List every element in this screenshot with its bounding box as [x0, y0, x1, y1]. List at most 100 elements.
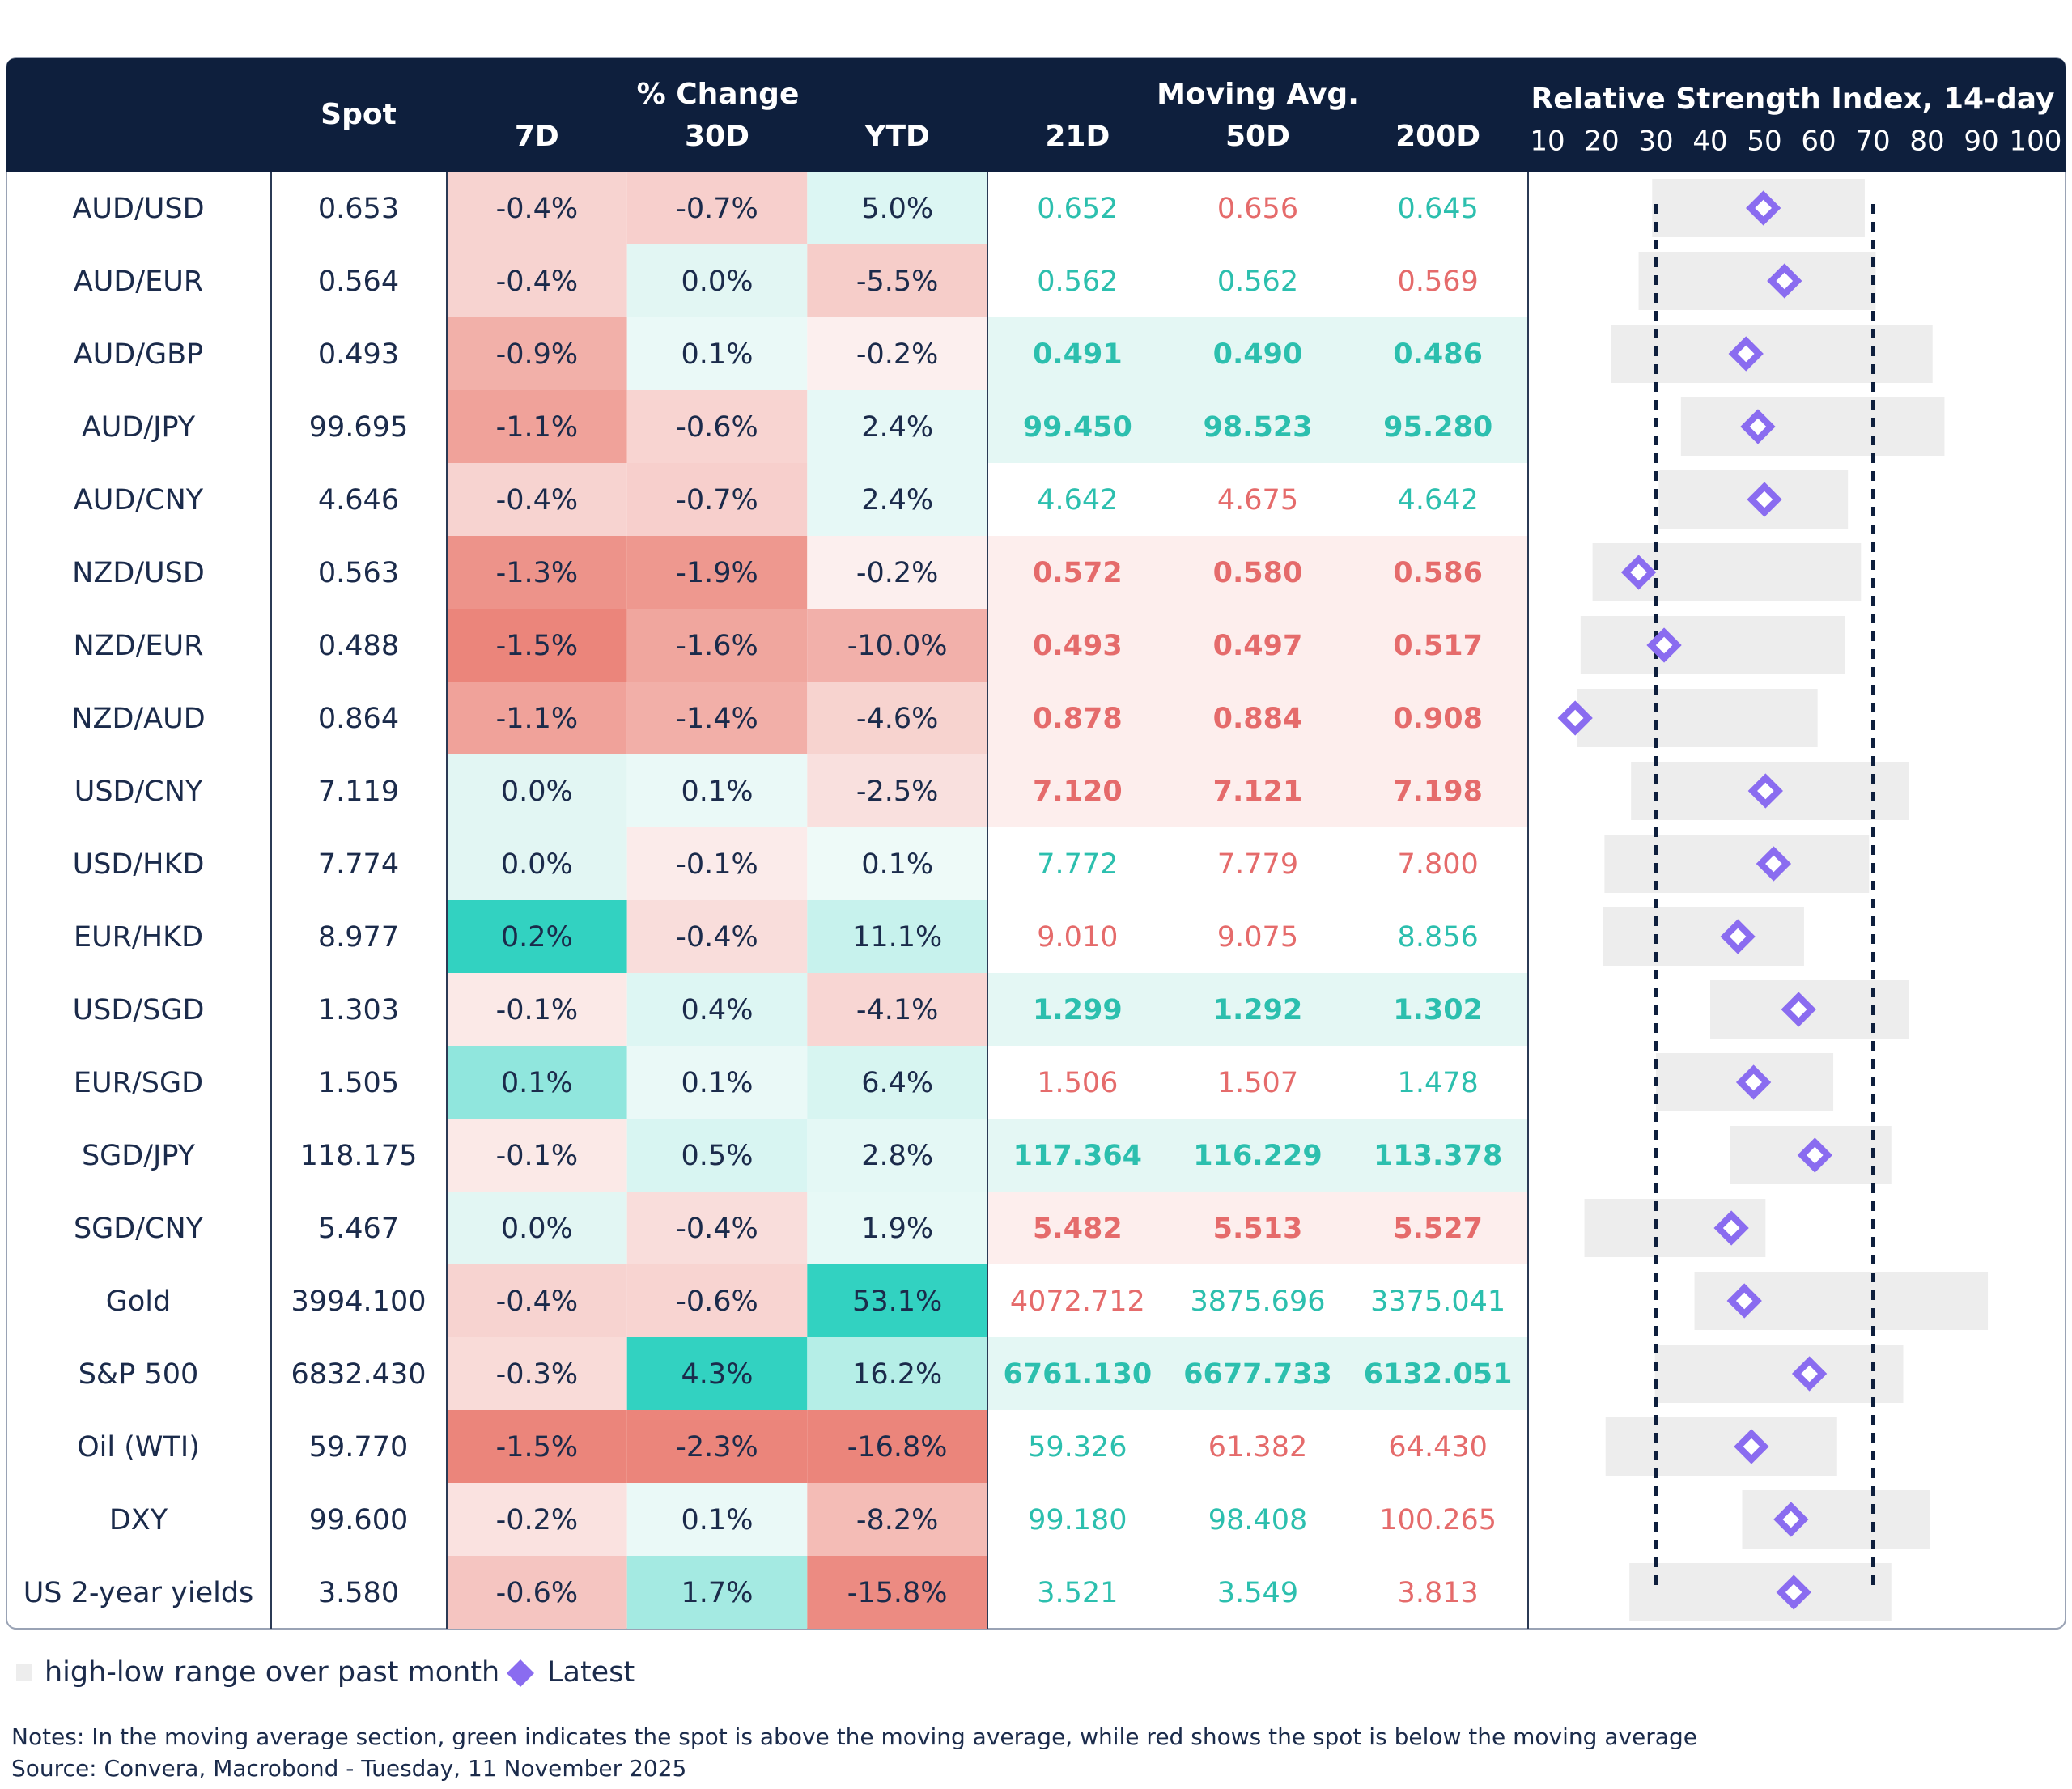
change-cell [807, 172, 987, 244]
ma-value: 5.482 [1033, 1213, 1123, 1245]
ma-highlight [987, 1119, 1528, 1192]
ma-value: 117.364 [1013, 1140, 1142, 1172]
ma-value: 0.569 [1398, 266, 1479, 298]
rsi-latest [1747, 482, 1782, 517]
change-col-header: 30D [685, 120, 749, 153]
change-value: -10.0% [847, 630, 948, 662]
ma-value: 0.645 [1398, 193, 1479, 225]
change-value: 0.5% [681, 1140, 754, 1172]
ma-value: 59.326 [1028, 1431, 1127, 1464]
spot: 118.175 [300, 1140, 418, 1172]
row-label: EUR/HKD [74, 921, 203, 954]
legend-range: high-low range over past month [45, 1656, 499, 1689]
change-cell [626, 1264, 808, 1337]
legend-range-swatch [16, 1664, 32, 1681]
change-value: -1.1% [496, 411, 579, 444]
change-cell [447, 244, 627, 317]
change-cell [807, 317, 987, 390]
change-value: -4.1% [856, 994, 939, 1026]
change-cell [626, 536, 808, 609]
change-cell [807, 536, 987, 609]
ma-value: 3875.696 [1190, 1285, 1325, 1318]
change-value: 5.0% [861, 193, 933, 225]
change-cell [626, 900, 808, 973]
change-value: 1.7% [681, 1577, 754, 1609]
change-value: 6.4% [861, 1067, 933, 1099]
ma-value: 0.884 [1213, 703, 1303, 735]
change-cell [807, 390, 987, 463]
row-label: Gold [106, 1285, 171, 1318]
change-cell [807, 609, 987, 682]
rsi-tick-label: 40 [1692, 125, 1727, 158]
rsi-latest [1767, 263, 1802, 299]
change-value: -0.4% [676, 1213, 758, 1245]
ma-group-header: Moving Avg. [1157, 78, 1359, 111]
ma-value: 0.580 [1213, 557, 1303, 589]
change-value: 0.1% [681, 1067, 754, 1099]
change-value: -0.6% [676, 411, 758, 444]
change-cell [807, 973, 987, 1046]
row-label: USD/SGD [73, 994, 205, 1026]
spot: 8.977 [318, 921, 399, 954]
ma-highlight [987, 317, 1528, 390]
ma-value: 0.490 [1213, 338, 1303, 371]
ma-value: 0.562 [1217, 266, 1298, 298]
change-value: -0.9% [496, 338, 579, 371]
ma-value: 7.772 [1037, 848, 1118, 881]
change-value: -2.3% [676, 1431, 758, 1464]
rsi-latest [1740, 409, 1776, 444]
change-value: -0.6% [496, 1577, 579, 1609]
row-label: US 2-year yields [23, 1577, 254, 1609]
ma-highlight [987, 973, 1528, 1046]
rsi-latest [1781, 992, 1816, 1027]
change-cell [447, 609, 627, 682]
ma-value: 7.779 [1217, 848, 1298, 881]
change-cell [807, 900, 987, 973]
change-cell [626, 754, 808, 827]
ma-value: 3375.041 [1370, 1285, 1505, 1318]
change-cell [807, 682, 987, 754]
spot: 0.563 [318, 557, 399, 589]
rsi-range [1577, 689, 1818, 747]
change-value: -1.4% [676, 703, 758, 735]
ma-value: 0.486 [1393, 338, 1483, 371]
change-value: -1.5% [496, 630, 579, 662]
change-cell [447, 172, 627, 244]
rsi-range [1611, 325, 1933, 383]
rsi-range [1680, 397, 1945, 456]
rsi-latest [1756, 846, 1792, 882]
change-group-header: % Change [637, 78, 800, 111]
change-value: -4.6% [856, 703, 939, 735]
ma-highlight [987, 536, 1528, 609]
change-value: -1.6% [676, 630, 758, 662]
change-value: 2.4% [861, 484, 933, 516]
change-cell [807, 1337, 987, 1410]
ma-value: 9.075 [1217, 921, 1298, 954]
change-value: 0.0% [501, 1213, 573, 1245]
change-value: 1.9% [861, 1213, 933, 1245]
rsi-latest [1620, 555, 1657, 590]
spot: 5.467 [318, 1213, 399, 1245]
ma-value: 3.813 [1398, 1577, 1479, 1609]
row-label: NZD/USD [72, 557, 205, 589]
rsi-range [1603, 907, 1804, 966]
change-value: 0.0% [501, 776, 573, 808]
row-label: AUD/JPY [82, 411, 196, 444]
change-value: -16.8% [847, 1431, 948, 1464]
rsi-tick-label: 60 [1801, 125, 1836, 158]
change-cell [807, 1192, 987, 1264]
change-value: -8.2% [856, 1504, 939, 1536]
change-value: -1.1% [496, 703, 579, 735]
ma-highlight [987, 390, 1528, 463]
spot: 1.303 [318, 994, 399, 1026]
ma-value: 0.878 [1033, 703, 1123, 735]
change-value: 4.3% [681, 1358, 754, 1391]
change-value: -0.4% [496, 484, 579, 516]
row-label: NZD/AUD [71, 703, 205, 735]
change-value: 0.4% [681, 994, 754, 1026]
notes: Notes: In the moving average section, gr… [11, 1723, 1697, 1750]
ma-value: 113.378 [1374, 1140, 1502, 1172]
change-cell [807, 1556, 987, 1629]
change-cell [626, 1046, 808, 1119]
